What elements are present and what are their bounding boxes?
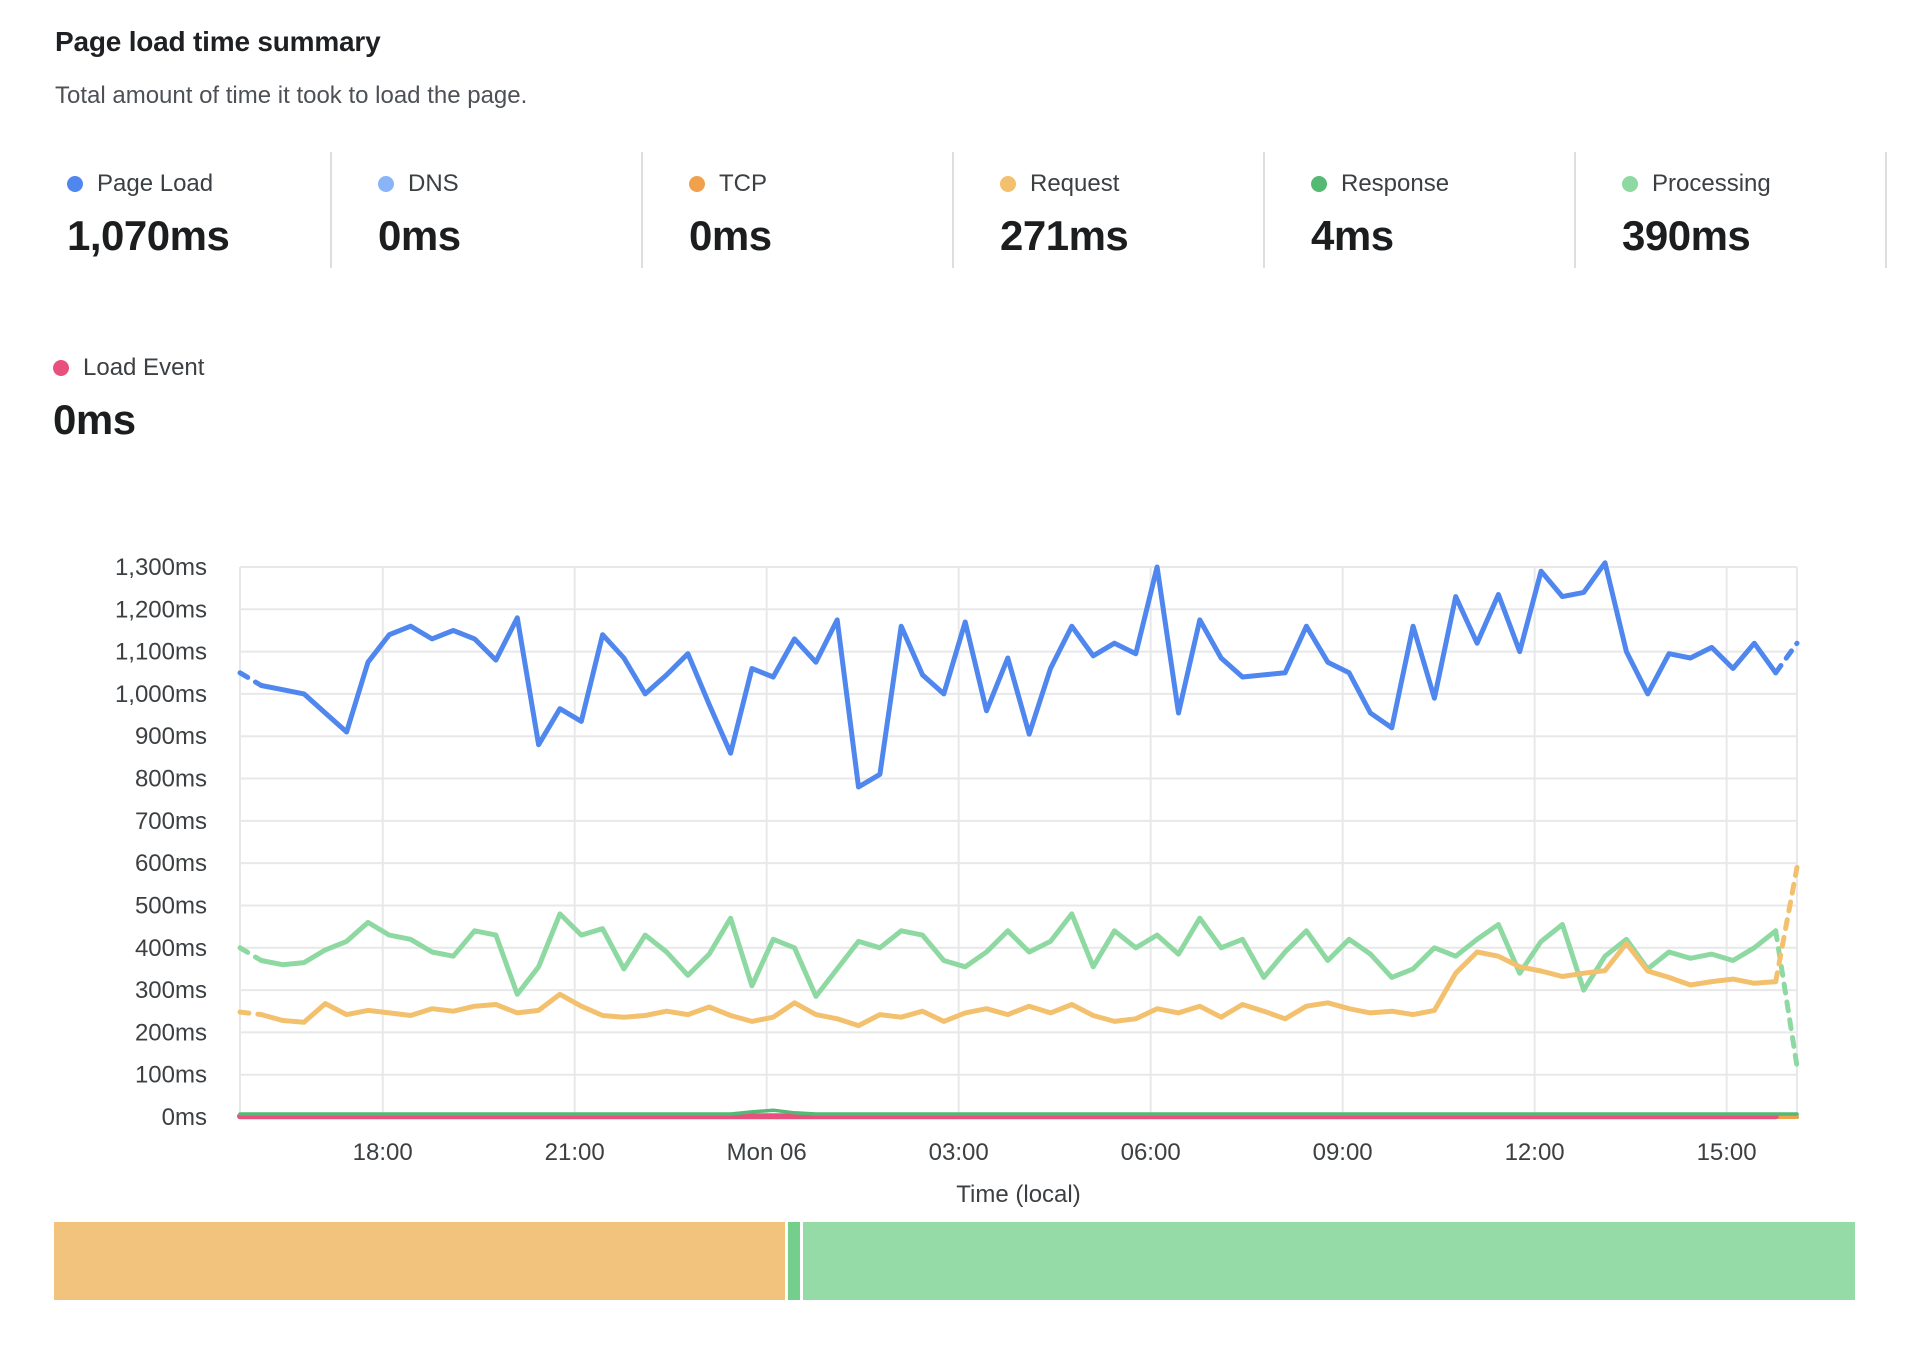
chart-header: Page load time summary Total amount of t… [55,26,527,110]
chart-svg: 0ms 100ms 200ms 300ms 400ms 500ms 600ms 700ms 80… [115,554,1800,1208]
metric-value: 1,070ms [67,212,230,259]
metric-value: 0ms [378,212,461,259]
metric-label: Page Load [97,170,214,197]
x-tick-label: 12:00 [1505,1139,1565,1166]
y-tick-label: 1,200ms [115,596,207,623]
y-tick-label: 1,300ms [115,554,207,581]
x-tick-label: 15:00 [1697,1139,1757,1166]
metric-card-dns[interactable]: DNS 0ms [332,152,643,268]
metric-label-row: Request [1000,170,1263,198]
series-line-request [258,941,1779,1029]
metric-label-row: DNS [378,170,641,198]
x-tick-label: 18:00 [353,1139,413,1166]
y-tick-label: 200ms [135,1019,207,1046]
y-tick-label: 1,000ms [115,681,207,708]
metric-label-row: Page Load [67,170,330,198]
y-tick-label: 900ms [135,723,207,750]
status-segment-degraded[interactable] [54,1222,786,1300]
status-segment-passing-strip[interactable] [788,1222,800,1300]
series-line-request [1773,864,1800,985]
series-line-page-load [237,670,264,688]
metric-label: Response [1341,170,1450,197]
status-segment-passing[interactable] [802,1222,1855,1300]
metric-card-page-load[interactable]: Page Load 1,070ms [21,152,332,268]
series-line-page-load [1773,640,1800,676]
series-line-processing [237,945,264,963]
metric-card-processing[interactable]: Processing 390ms [1576,152,1887,268]
x-tick-label: 21:00 [545,1139,605,1166]
series-line-request [237,1009,264,1018]
y-tick-label: 500ms [135,892,207,919]
metric-value: 0ms [689,212,772,259]
status-timeline-bar [54,1222,1855,1300]
metric-value: 0ms [53,396,136,443]
tcp-legend-dot-icon [689,176,705,192]
x-axis-title: Time (local) [956,1181,1080,1208]
y-tick-label: 800ms [135,766,207,793]
x-tick-label: 03:00 [929,1139,989,1166]
metric-label-row: TCP [689,170,952,198]
series-line-processing [258,911,1779,999]
legend-metrics-row: Page Load 1,070ms DNS 0ms TCP 0ms Request 271ms… [21,152,1887,268]
series-line-processing [1773,928,1800,1069]
y-tick-label: 300ms [135,977,207,1004]
metric-label-row: Response [1311,170,1574,198]
response-legend-dot-icon [1311,176,1327,192]
y-tick-label: 400ms [135,935,207,962]
metric-card-tcp[interactable]: TCP 0ms [643,152,954,268]
dns-legend-dot-icon [378,176,394,192]
processing-legend-dot-icon [1622,176,1638,192]
metric-label-row: Processing [1622,170,1885,198]
legend-metrics-row-2: Load Event 0ms [21,336,332,452]
metric-value: 4ms [1311,212,1394,259]
metric-card-request[interactable]: Request 271ms [954,152,1265,268]
metric-label: Load Event [83,354,205,381]
page-title: Page load time summary [55,26,381,57]
metric-label: Request [1030,170,1120,197]
y-tick-label: 700ms [135,808,207,835]
x-tick-label: 09:00 [1313,1139,1373,1166]
metric-label: Processing [1652,170,1771,197]
request-legend-dot-icon [1000,176,1016,192]
metric-label: TCP [719,170,767,197]
metric-value: 271ms [1000,212,1129,259]
metric-value: 390ms [1622,212,1751,259]
x-tick-label: 06:00 [1121,1139,1181,1166]
y-tick-label: 0ms [162,1104,207,1131]
x-tick-label: Mon 06 [727,1139,807,1166]
metric-label-row: Load Event [53,354,332,382]
y-tick-label: 1,100ms [115,639,207,666]
metric-label: DNS [408,170,459,197]
metric-card-response[interactable]: Response 4ms [1265,152,1576,268]
load-event-legend-dot-icon [53,360,69,376]
y-tick-label: 600ms [135,850,207,877]
page-subtitle: Total amount of time it took to load the… [55,82,528,109]
metric-card-load-event[interactable]: Load Event 0ms [21,336,332,452]
series-line-response [238,1108,1799,1116]
series-line-page-load [258,560,1779,790]
load-time-chart[interactable]: 0ms 100ms 200ms 300ms 400ms 500ms 600ms 700ms 80… [0,540,1910,1240]
page-load-legend-dot-icon [67,176,83,192]
y-tick-label: 100ms [135,1062,207,1089]
